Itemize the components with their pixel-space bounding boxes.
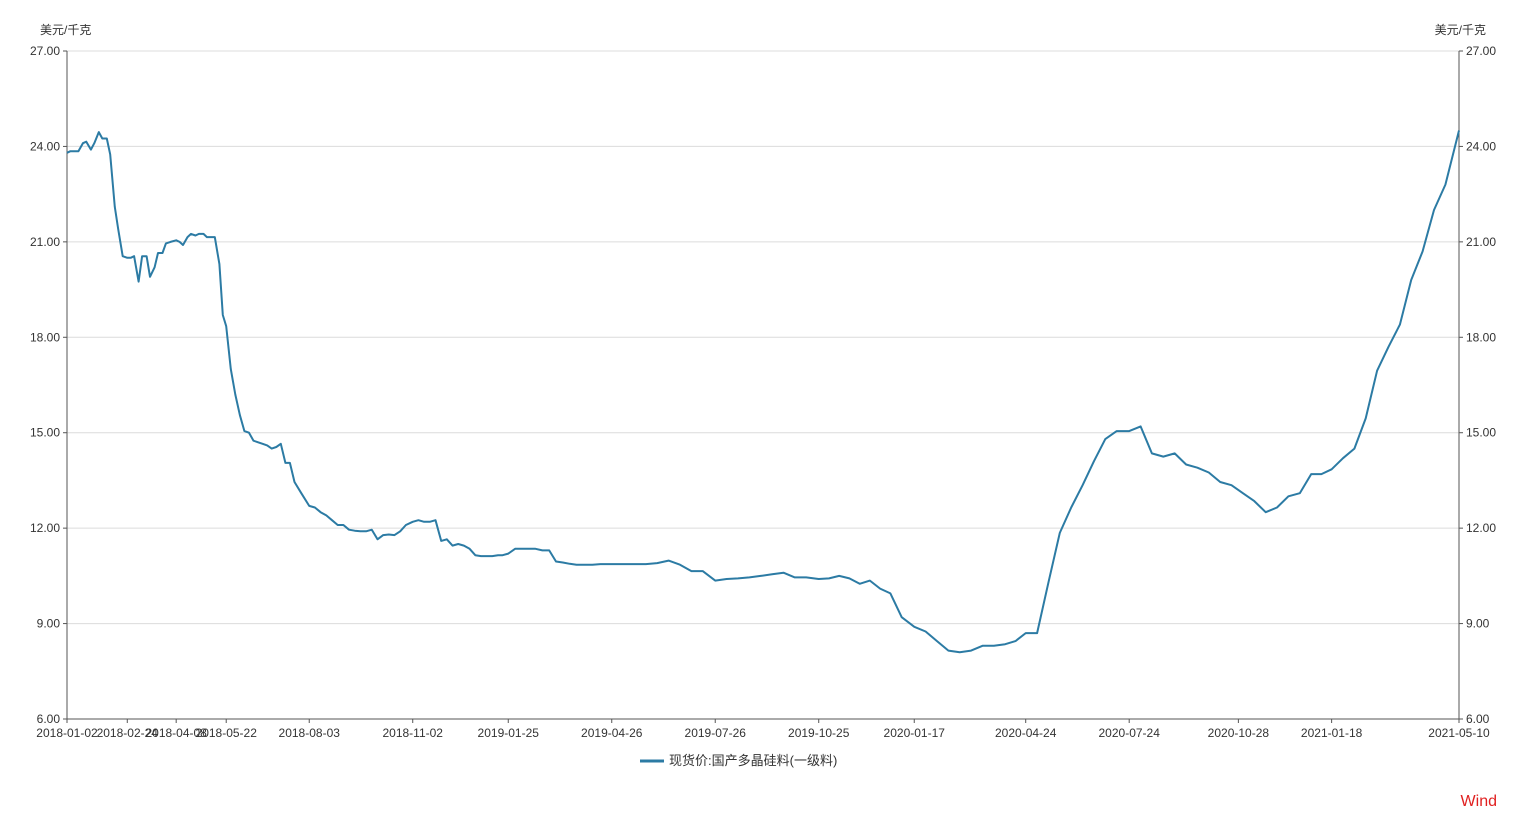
ticks: 6.00 6.00 9.00 9.00 12.00 12.00 15.00 15.00 18.0… (30, 44, 1496, 740)
wind-watermark: Wind (1461, 793, 1497, 810)
x-tick-label: 2019-10-25 (788, 726, 850, 740)
y-tick-label-right: 24.00 (1466, 139, 1496, 153)
x-tick-label: 2020-07-24 (1099, 726, 1161, 740)
x-tick-label: 2018-05-22 (196, 726, 258, 740)
x-tick-label: 2021-01-18 (1301, 726, 1363, 740)
y-tick-label-right: 15.00 (1466, 426, 1496, 440)
y-tick-label-right: 18.00 (1466, 330, 1496, 344)
y-tick-label-right: 12.00 (1466, 521, 1496, 535)
x-tick-label: 2021-05-10 (1428, 726, 1490, 740)
series-layer (66, 130, 1460, 654)
y-tick-label-left: 27.00 (30, 44, 60, 58)
y-tick-label-left: 18.00 (30, 330, 60, 344)
y-tick-label-left: 21.00 (30, 235, 60, 249)
x-tick-label: 2020-01-17 (884, 726, 946, 740)
y-tick-label-right: 27.00 (1466, 44, 1496, 58)
y-axis-unit-right: 美元/千克 (1435, 23, 1486, 37)
axes (66, 51, 1460, 720)
y-tick-label-left: 9.00 (37, 617, 61, 631)
gridlines (67, 50, 1459, 625)
y-tick-label-right: 21.00 (1466, 235, 1496, 249)
x-tick-label: 2018-08-03 (279, 726, 341, 740)
legend-label: 现货价:国产多晶硅料(一级料) (669, 753, 837, 768)
x-tick-label: 2018-04-08 (145, 726, 207, 740)
x-tick-label: 2019-07-26 (685, 726, 747, 740)
legend[interactable]: 现货价:国产多晶硅料(一级料) (640, 753, 837, 768)
x-tick-label: 2019-01-25 (478, 726, 540, 740)
x-tick-label: 2020-10-28 (1208, 726, 1270, 740)
series-line (66, 130, 1460, 654)
y-tick-label-left: 12.00 (30, 521, 60, 535)
y-axis-unit-left: 美元/千克 (40, 23, 91, 37)
y-tick-label-left: 15.00 (30, 426, 60, 440)
x-tick-label: 2019-04-26 (581, 726, 643, 740)
x-tick-label: 2018-01-02 (36, 726, 98, 740)
y-tick-label-left: 24.00 (30, 139, 60, 153)
x-tick-label: 2020-04-24 (995, 726, 1057, 740)
y-tick-label-right: 6.00 (1466, 712, 1490, 726)
x-tick-label: 2018-02-24 (97, 726, 159, 740)
y-tick-label-left: 6.00 (37, 712, 61, 726)
y-tick-label-right: 9.00 (1466, 617, 1490, 631)
x-tick-label: 2018-11-02 (382, 726, 443, 740)
